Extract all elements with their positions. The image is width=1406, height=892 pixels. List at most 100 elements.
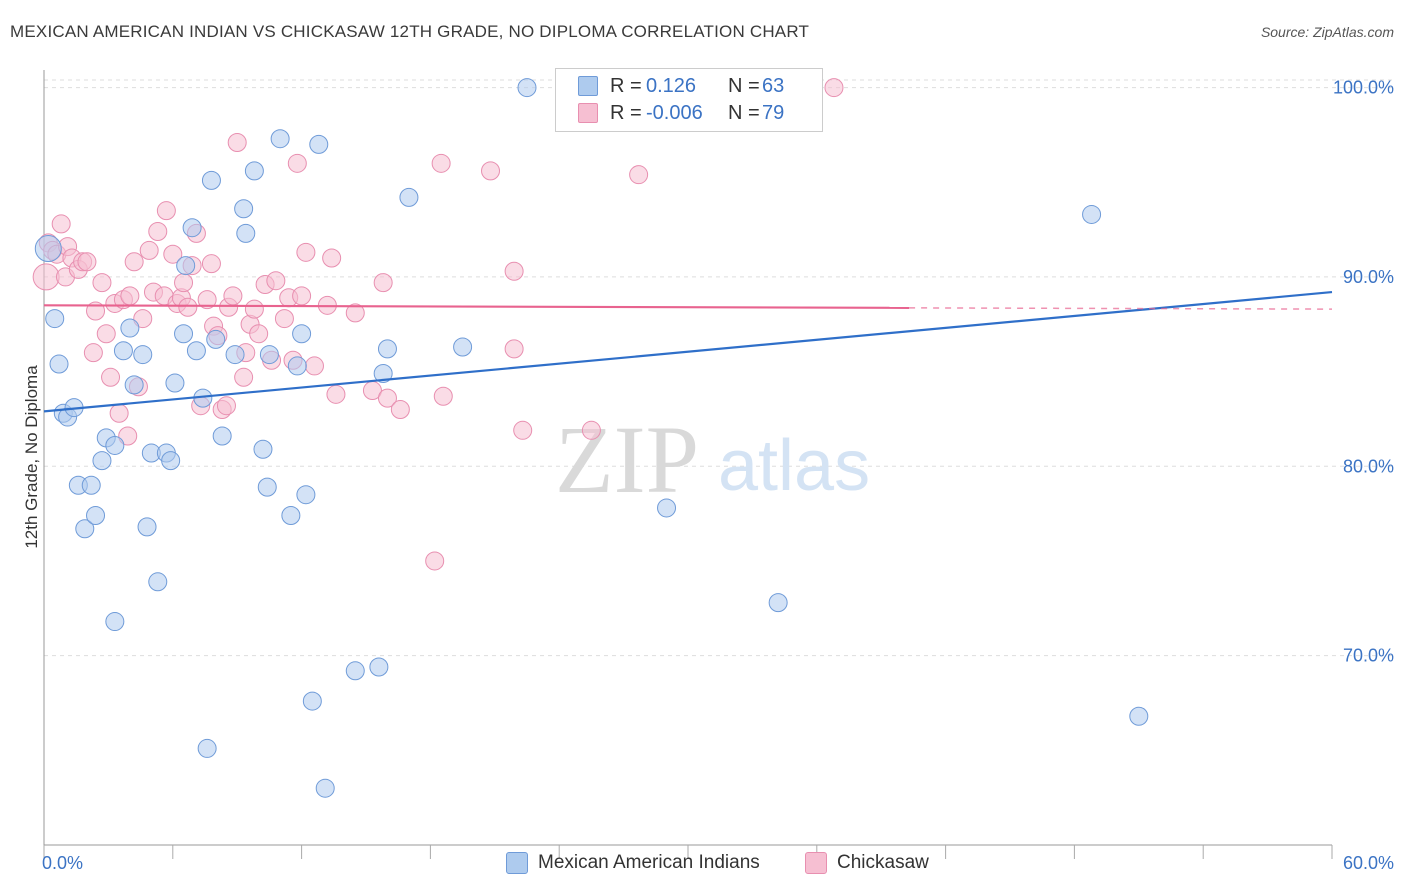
- chickasaw-point: [174, 273, 194, 293]
- trend-line-pink-dashed: [909, 307, 1333, 310]
- y-tick-label: 70.0%: [1343, 646, 1394, 666]
- mexican-american-indian-point: [81, 475, 101, 495]
- mexican-american-indian-point: [1082, 204, 1102, 224]
- mexican-american-indian-point: [113, 341, 133, 361]
- mexican-american-indian-point: [201, 170, 221, 190]
- mexican-american-indian-point: [186, 341, 206, 361]
- y-tick-label: 80.0%: [1343, 456, 1394, 476]
- mexican-american-indian-point: [137, 517, 157, 537]
- chickasaw-point: [292, 286, 312, 306]
- mexican-american-indian-point: [225, 345, 245, 365]
- mexican-american-indian-point: [124, 375, 144, 395]
- series-label-pink: Chickasaw: [837, 852, 929, 873]
- mexican-american-indian-point: [236, 223, 256, 243]
- mexican-american-indian-point: [197, 738, 217, 758]
- mexican-american-indian-point: [369, 657, 389, 677]
- legend-r-value: 0.126: [646, 74, 697, 97]
- chickasaw-point: [92, 273, 112, 293]
- chickasaw-point: [249, 324, 269, 344]
- chickasaw-point: [504, 261, 524, 281]
- chickasaw-point: [296, 242, 316, 262]
- chickasaw-point: [504, 339, 524, 359]
- mexican-american-indian-point: [345, 661, 365, 681]
- x-tick-label-min: 0.0%: [42, 853, 83, 873]
- mexican-american-indian-point: [49, 354, 69, 374]
- chickasaw-point: [629, 165, 649, 185]
- chickasaw-point: [431, 153, 451, 173]
- chickasaw-point: [120, 286, 140, 306]
- legend-row-pink: R = -0.006 N = 79: [578, 100, 784, 126]
- chart-title: MEXICAN AMERICAN INDIAN VS CHICKASAW 12T…: [10, 22, 810, 41]
- mexican-american-indian-point: [453, 337, 473, 357]
- chickasaw-point: [148, 221, 168, 241]
- chickasaw-point: [32, 263, 60, 291]
- chickasaw-point: [274, 309, 294, 329]
- series-legend: Mexican American Indians Chickasaw: [0, 852, 1406, 878]
- mexican-american-indian-point: [309, 134, 329, 154]
- mexican-american-indian-point: [517, 78, 537, 98]
- mexican-american-indian-point: [120, 318, 140, 338]
- mexican-american-indian-point: [287, 356, 307, 376]
- legend-swatch-blue: [578, 76, 598, 96]
- y-tick-label: 100.0%: [1333, 78, 1394, 98]
- chart-source: Source: ZipAtlas.com: [1260, 24, 1394, 40]
- chickasaw-point: [266, 271, 286, 291]
- legend-swatch-pink: [578, 103, 598, 123]
- chickasaw-point: [287, 153, 307, 173]
- mexican-american-indian-point: [234, 199, 254, 219]
- legend-n-value: 63: [762, 74, 785, 97]
- correlation-legend: R = 0.126 N = 63 R = -0.006 N = 79: [555, 68, 823, 132]
- mexican-american-indian-point: [302, 691, 322, 711]
- chickasaw-point: [156, 201, 176, 221]
- legend-n-label: N =: [728, 101, 760, 124]
- trend-lines: [43, 290, 1333, 413]
- trend-line-blue: [43, 290, 1333, 413]
- chickasaw-point: [83, 343, 103, 363]
- chickasaw-points: [32, 78, 844, 571]
- mexican-american-indian-point: [377, 339, 397, 359]
- chickasaw-point: [124, 252, 144, 272]
- chickasaw-point: [227, 132, 247, 152]
- mexican-american-indian-point: [259, 345, 279, 365]
- chickasaw-point: [109, 403, 129, 423]
- mexican-american-indian-point: [34, 235, 62, 263]
- chickasaw-point: [51, 214, 71, 234]
- chickasaw-point: [433, 386, 453, 406]
- series-swatch-blue: [506, 852, 528, 874]
- mexican-american-indian-point: [296, 485, 316, 505]
- series-label-blue: Mexican American Indians: [538, 852, 760, 873]
- mexican-american-indian-point: [315, 778, 335, 798]
- y-axis-tick-labels: 70.0% 80.0% 90.0% 100.0%: [1333, 78, 1394, 666]
- chickasaw-point: [139, 240, 159, 260]
- chickasaw-point: [234, 367, 254, 387]
- watermark-atlas: atlas: [718, 426, 870, 506]
- mexican-american-indian-point: [92, 451, 112, 471]
- chickasaw-point: [244, 299, 264, 319]
- chickasaw-point: [96, 324, 116, 344]
- mexican-american-indian-point: [182, 218, 202, 238]
- chickasaw-point: [216, 396, 236, 416]
- chickasaw-point: [118, 426, 138, 446]
- chickasaw-point: [326, 384, 346, 404]
- chickasaw-point: [481, 161, 501, 181]
- mexican-american-indian-point: [148, 572, 168, 592]
- trend-line-pink: [43, 304, 910, 309]
- mexican-american-indian-point: [253, 439, 273, 459]
- mexican-american-indian-point: [176, 256, 196, 276]
- y-tick-label: 90.0%: [1343, 267, 1394, 287]
- x-tick-label-max: 60.0%: [1343, 853, 1394, 873]
- mexican-american-indian-point: [45, 309, 65, 329]
- series-legend-pink: Chickasaw: [805, 852, 929, 874]
- mexican-american-indian-point: [1129, 706, 1149, 726]
- mexican-american-indian-point: [165, 373, 185, 393]
- chickasaw-point: [390, 399, 410, 419]
- chickasaw-point: [101, 367, 121, 387]
- mexican-american-indian-point: [399, 187, 419, 207]
- mexican-american-indian-point: [161, 451, 181, 471]
- chickasaw-point: [133, 309, 153, 329]
- watermark: ZIP atlas: [555, 406, 870, 513]
- watermark-zip: ZIP: [555, 406, 699, 513]
- chickasaw-point: [201, 254, 221, 274]
- legend-n-label: N =: [728, 74, 760, 97]
